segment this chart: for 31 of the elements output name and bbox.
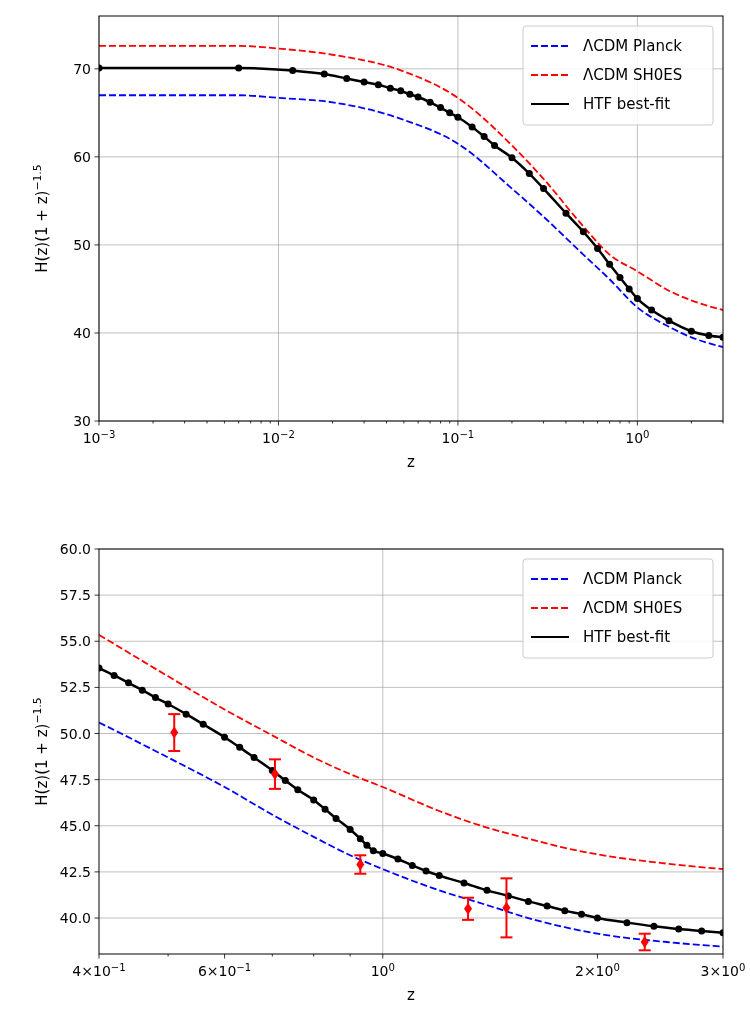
y-tick-label: 47.5 [59, 771, 91, 788]
legend-label: ΛCDM Planck [583, 37, 683, 55]
y-tick-label: 50.0 [59, 725, 91, 742]
x-tick-label: 3×10$^{0}$ [700, 961, 746, 979]
x-tick-label: 10$^{−1}$ [441, 428, 475, 446]
y-tick-label: 60.0 [59, 541, 91, 557]
y-tick-label: 45.0 [59, 817, 91, 834]
x-tick-label: 4×10$^{−1}$ [72, 961, 126, 979]
legend-label: ΛCDM SH0ES [583, 66, 683, 84]
y-tick-label: 42.5 [59, 863, 91, 880]
y-tick-label: 57.5 [59, 587, 91, 604]
y-tick-label: 50 [73, 236, 91, 253]
y-tick-label: 60 [73, 148, 91, 165]
y-tick-label: 70 [73, 60, 91, 77]
x-tick-label: 6×10$^{−1}$ [197, 961, 252, 979]
y-tick-label: 40.0 [59, 910, 91, 927]
x-tick-label: 10$^{0}$ [370, 961, 395, 979]
x-tick-label: 10$^{−3}$ [82, 428, 116, 446]
x-tick-label: 10$^{0}$ [625, 428, 650, 446]
x-tick-label: 2×10$^{0}$ [574, 961, 620, 979]
y-tick-label: 40 [73, 324, 91, 341]
legend-label: HTF best-fit [583, 628, 671, 646]
y-tick-label: 55.0 [59, 633, 91, 650]
y-tick-label: 52.5 [59, 679, 91, 696]
x-axis-title: z [407, 986, 416, 1004]
legend-label: HTF best-fit [583, 95, 671, 113]
legend-label: ΛCDM SH0ES [583, 599, 683, 617]
x-tick-label: 10$^{−2}$ [262, 428, 295, 446]
x-axis-title: z [407, 453, 416, 471]
y-tick-label: 30 [73, 413, 91, 429]
legend-label: ΛCDM Planck [583, 570, 683, 588]
